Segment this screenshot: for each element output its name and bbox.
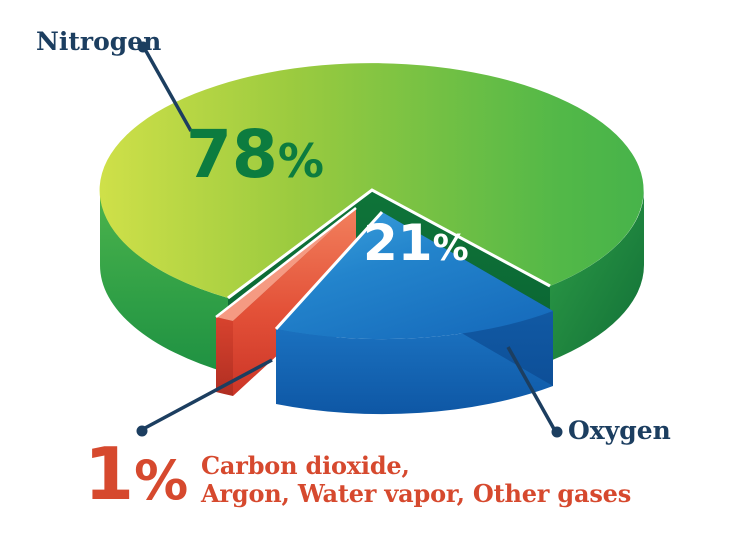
other-side-band [216,317,233,396]
nitrogen-top-face [99,63,644,298]
oxygen-percent-value: 21% [363,218,469,268]
other-percent-number: 1 [84,432,135,516]
oxygen-leader-dot [551,426,563,438]
other-percent-sign: % [134,449,189,512]
other-gases-label-line2: Argon, Water vapor, Other gases [201,479,632,508]
oxygen-percent-number: 21 [363,214,433,272]
nitrogen-leader-dot [137,41,149,53]
other-gases-label-line1: Carbon dioxide, [201,451,410,480]
other-leader-dot [136,425,148,437]
nitrogen-leader-line [144,50,193,132]
oxygen-percent-sign: % [432,228,469,269]
oxygen-leader-line [506,346,556,430]
oxygen-edge-highlight [274,210,384,331]
leader-lines [136,41,563,438]
nitrogen-percent-number: 78 [186,116,278,193]
pie-slice-other-gases [215,207,357,396]
nitrogen-side-right [550,190,644,361]
nitrogen-label: Nitrogen [36,27,162,56]
pie-slice-oxygen [274,210,553,415]
oxygen-label: Oxygen [568,416,671,445]
nitrogen-cut-highlight [227,188,551,300]
other-percent-value: 1% [84,438,188,510]
nitrogen-percent-value: 78% [186,122,324,188]
oxygen-top-face [276,212,553,340]
nitrogen-percent-sign: % [277,134,324,188]
other-cut-face-right [233,208,356,396]
nitrogen-side-left [99,190,228,373]
other-leader-line [144,358,273,430]
other-edge-highlight [215,207,357,318]
